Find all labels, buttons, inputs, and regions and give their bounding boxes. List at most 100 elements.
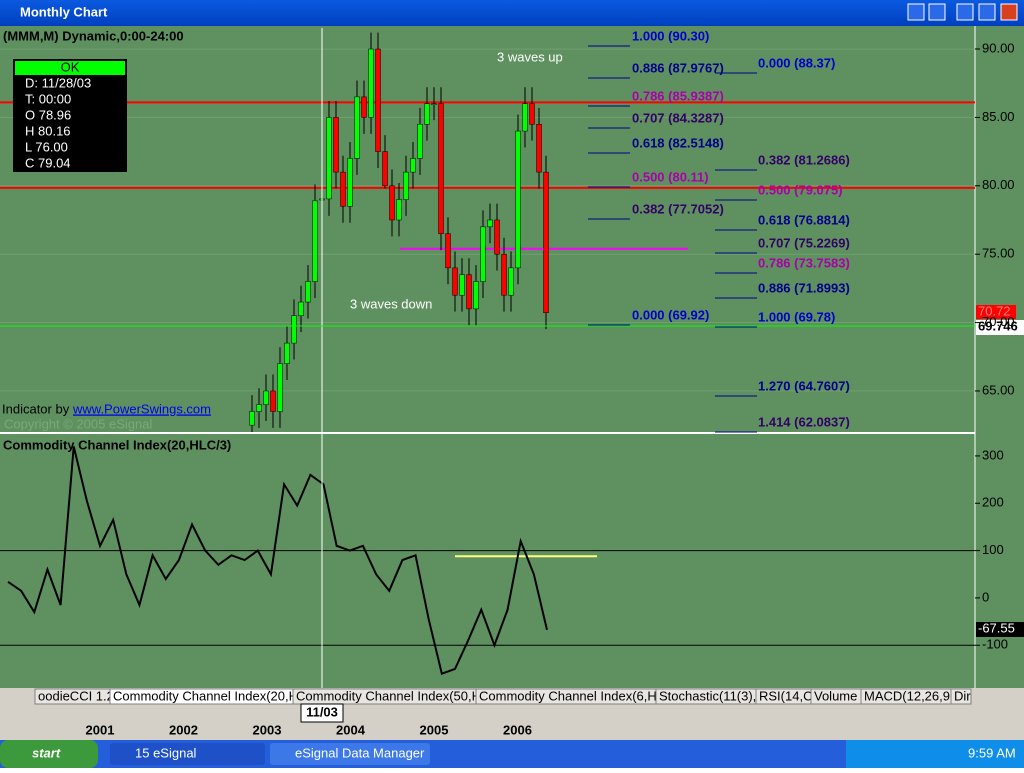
start-button[interactable] — [0, 740, 98, 768]
candle-body — [424, 103, 430, 125]
data-box — [13, 59, 127, 172]
last-price-bg — [976, 305, 1016, 319]
candle-body — [333, 117, 339, 173]
data-box-line: O 78.96 — [25, 107, 71, 122]
title-bar — [0, 0, 1024, 26]
close-button[interactable] — [1000, 3, 1018, 21]
candle-body — [270, 390, 276, 412]
tab-label: RSI(14,C) — [759, 688, 817, 703]
y-tick-label: 80.00 — [982, 177, 1015, 192]
y-tick-label: 70.00 — [982, 314, 1015, 329]
fib-label: 1.270 (64.7607) — [758, 378, 850, 393]
fib-label: 0.382 (81.2686) — [758, 152, 850, 167]
data-box-status: OK — [61, 59, 80, 74]
candle-body — [347, 158, 353, 207]
candle-body — [389, 185, 395, 221]
candle-body — [361, 96, 367, 118]
data-box-status-bg — [15, 61, 125, 75]
symbol-header: (MMM,M) Dynamic,0:00-24:00 — [3, 28, 184, 43]
window-title: Monthly Chart — [20, 4, 108, 19]
data-box-line: L 76.00 — [25, 139, 68, 154]
candle-body — [438, 103, 444, 234]
y-tick-label: 90.00 — [982, 40, 1015, 55]
y-tick-label: 85.00 — [982, 109, 1015, 124]
candle-body — [536, 123, 542, 173]
cursor-price-label: 69.746 — [978, 318, 1018, 333]
price-plot — [0, 32, 975, 432]
fib-label: 0.786 (73.7583) — [758, 255, 850, 270]
candle-body — [480, 226, 486, 282]
candle-body — [445, 233, 451, 269]
tab-label: oodieCCI 1.21 — [38, 688, 121, 703]
candle-body — [543, 171, 549, 313]
fib-label: 0.618 (82.5148) — [632, 135, 724, 150]
data-box-line: T: 00:00 — [25, 91, 71, 106]
candle-body — [515, 130, 521, 269]
x-tick-label: 2006 — [503, 722, 532, 737]
clock: 9:59 AM — [968, 745, 1016, 760]
x-tick-label: 2001 — [86, 722, 115, 737]
tab-label: Commodity Channel Index(6,HLC/3) — [479, 688, 689, 703]
y-tick-label: -100 — [982, 637, 1008, 652]
cci-last-bg — [976, 622, 1024, 637]
candle-body — [529, 103, 535, 125]
cci-last-label: -67.55 — [978, 620, 1015, 635]
start-label: start — [32, 745, 61, 760]
candle-body — [522, 103, 528, 132]
tab[interactable] — [950, 688, 972, 705]
candle-body — [312, 200, 318, 282]
tab-label: Commodity Channel Index(50,HLC/3) — [296, 688, 513, 703]
candle-body — [368, 48, 374, 118]
restore-button[interactable] — [978, 3, 996, 21]
candle-body — [382, 151, 388, 187]
indicator-credit: Indicator by — [2, 401, 70, 416]
tab-label: MACD(12,26,9,C) — [864, 688, 967, 703]
candle-body — [452, 267, 458, 296]
candle-body — [256, 404, 262, 412]
candle-body — [459, 274, 465, 296]
y-tick-label: 200 — [982, 495, 1004, 510]
fib-label: 0.786 (85.9387) — [632, 88, 724, 103]
fib-label: 0.000 (88.37) — [758, 55, 835, 70]
candle-body — [298, 301, 304, 316]
candle-body — [263, 390, 269, 405]
fib-label: 0.500 (79.075) — [758, 182, 843, 197]
fib-label: 0.707 (84.3287) — [632, 110, 724, 125]
y-tick-label: 0 — [982, 589, 989, 604]
candle-body — [403, 171, 409, 200]
data-box-line: C 79.04 — [25, 155, 71, 170]
annotation: 3 waves up — [497, 49, 563, 64]
taskbar-item[interactable] — [270, 743, 430, 765]
last-price-label: 70.72 — [978, 303, 1011, 318]
tab-label: Stochastic(11(3),3) — [659, 688, 768, 703]
data-box-line: H 80.16 — [25, 123, 71, 138]
credit-link[interactable]: www.PowerSwings.com — [72, 401, 211, 416]
fib-label: 1.000 (90.30) — [632, 28, 709, 43]
fib-label: 0.000 (69.92) — [632, 307, 709, 322]
cursor-price-bg — [976, 320, 1024, 335]
taskbar-item[interactable] — [110, 743, 265, 765]
x-tick-label: 2002 — [169, 722, 198, 737]
system-tray — [846, 740, 1024, 768]
maximize-button[interactable] — [928, 3, 946, 21]
candle-body — [487, 219, 493, 228]
candle-body — [354, 96, 360, 159]
y-tick-label: 75.00 — [982, 246, 1015, 261]
tab-label: Dir — [954, 688, 971, 703]
candle-body — [340, 171, 346, 207]
annotation: 3 waves down — [350, 296, 432, 311]
candle-body — [396, 199, 402, 221]
fib-label: 0.886 (71.8993) — [758, 280, 850, 295]
candle-body — [417, 123, 423, 159]
fib-label: 1.414 (62.0837) — [758, 414, 850, 429]
cursor-date-box — [300, 703, 344, 723]
tab-label: Commodity Channel Index(20,HLC/3) — [113, 688, 330, 703]
candle-body — [431, 103, 437, 105]
candle-body — [305, 281, 311, 303]
minimize-button[interactable] — [956, 3, 974, 21]
taskbar-item-label: eSignal Data Manager — [295, 745, 425, 760]
minimize-button[interactable] — [907, 3, 925, 21]
candle-body — [326, 117, 332, 200]
fib-label: 0.618 (76.8814) — [758, 212, 850, 227]
